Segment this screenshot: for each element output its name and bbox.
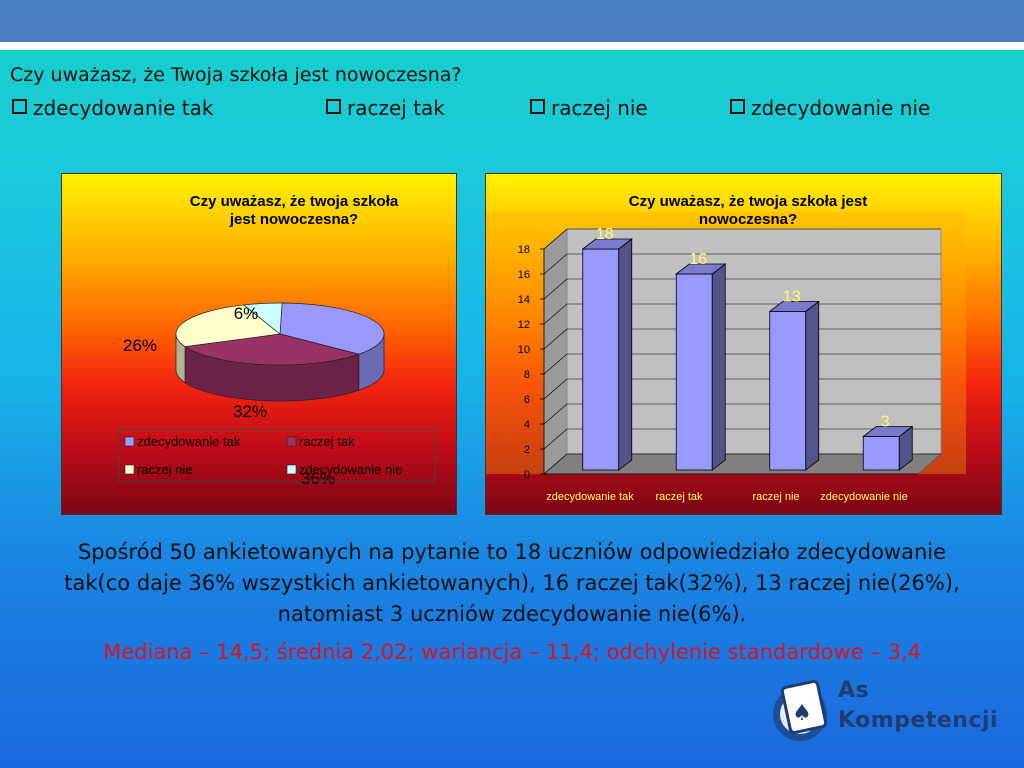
svg-text:♠: ♠ — [792, 701, 812, 726]
bar-category-label-3: zdecydowanie nie — [820, 491, 907, 503]
pie-label-2: 26% — [123, 336, 157, 355]
ace-card-icon: ♠ — [773, 680, 828, 741]
bar-ytick-label-12: 12 — [518, 319, 530, 331]
bar-top-1 — [675, 263, 727, 275]
pie-label-3: 6% — [234, 304, 259, 323]
bar-value-label-3: 3 — [881, 414, 890, 431]
bar-side-wall — [543, 228, 568, 475]
pie-slice-2 — [175, 304, 281, 348]
as-kompetencji-logo: ♠ As Kompetencji — [772, 676, 1002, 748]
pie-legend-swatch-2 — [124, 464, 135, 475]
pie-legend-swatch-1 — [286, 436, 297, 447]
bar-category-label-2: raczej nie — [752, 491, 799, 503]
bar-chart-title-line2: nowoczesna? — [699, 211, 797, 228]
bar-ytick-label-2: 2 — [524, 444, 530, 456]
bar-gridline-side-0 — [543, 453, 568, 475]
bar-ytick-label-16: 16 — [518, 269, 530, 281]
bar-value-label-1: 16 — [689, 251, 707, 268]
bar-chart: 0 2 4 6 8 10 12 14 16 18 zdecydowanie tak raczej ta… — [485, 173, 1002, 515]
checkbox-icon — [730, 99, 745, 114]
summary-line-3: natomiast 3 uczniów zdecydowanie nie(6%)… — [277, 602, 747, 626]
bar-gridline-side-4 — [543, 403, 568, 425]
statistics-summary: Mediana – 14,5; średnia 2,02; wariancja … — [103, 640, 921, 664]
logo-line-1: As — [838, 678, 870, 703]
bar-top-3 — [862, 426, 914, 437]
option-label: raczej tak — [347, 96, 445, 120]
summary-line-2: tak(co daje 36% wszystkich ankietowanych… — [64, 571, 960, 595]
logo-line-2: Kompetencji — [838, 708, 999, 733]
bar-chart-title-line1: Czy uważasz, że twoja szkoła jest — [629, 193, 867, 210]
bar-value-label-0: 18 — [596, 226, 614, 243]
bar-gridline-side-6 — [543, 378, 568, 400]
bar-top-0 — [581, 238, 633, 250]
pie-label-1: 32% — [233, 402, 267, 421]
bar-ytick-label-0: 0 — [524, 469, 530, 481]
banner-divider — [0, 42, 1024, 50]
checkbox-icon — [326, 99, 341, 114]
bar-ytick-label-14: 14 — [518, 294, 530, 306]
pie-chart-svg: Czy uważasz, że twoja szkoła jest nowocz… — [118, 193, 436, 488]
bar-1 — [675, 273, 713, 471]
bar-ytick-label-4: 4 — [524, 419, 530, 431]
option-raczej-nie: raczej nie — [530, 96, 648, 120]
pie-legend-label-0: zdecydowanie tak — [137, 434, 241, 449]
pie-chart-title-line2: jest nowoczesna? — [229, 211, 358, 228]
summary-line-1: Spośród 50 ankietowanych na pytanie to 1… — [77, 540, 947, 564]
option-label: zdecydowanie nie — [751, 96, 931, 120]
pie-legend-swatch-0 — [124, 436, 135, 447]
option-label: zdecydowanie tak — [33, 96, 214, 120]
bar-gridline-side-12 — [543, 303, 568, 325]
bar-gridline-side-2 — [543, 428, 568, 450]
bar-side-0 — [618, 238, 633, 471]
bar-0 — [582, 248, 620, 471]
checkbox-icon — [12, 99, 27, 114]
survey-question: Czy uważasz, że Twoja szkoła jest nowocz… — [10, 64, 462, 86]
bar-side-1 — [711, 263, 726, 471]
bar-side-2 — [805, 300, 820, 471]
checkbox-icon — [530, 99, 545, 114]
bar-ytick-label-10: 10 — [518, 344, 530, 356]
bar-category-label-0: zdecydowanie tak — [546, 491, 634, 503]
pie-legend-label-1: raczej tak — [299, 434, 355, 449]
pie-legend-swatch-3 — [286, 464, 297, 475]
bar-gridline-side-18 — [543, 228, 568, 250]
option-zdecydowanie-tak: zdecydowanie tak — [12, 96, 213, 120]
pie-legend-box — [118, 428, 436, 482]
bar-top-2 — [768, 301, 820, 312]
bar-ytick-label-18: 18 — [518, 244, 530, 256]
option-raczej-tak: raczej tak — [326, 96, 445, 120]
bar-gridline-side-8 — [543, 353, 568, 375]
pie-chart: Czy uważasz, że twoja szkoła jest nowocz… — [61, 173, 457, 515]
bar-3 — [862, 436, 900, 471]
pie-slice-1 — [184, 333, 361, 366]
option-label: raczej nie — [551, 96, 648, 120]
pie-slice-0 — [279, 302, 385, 355]
option-zdecydowanie-nie: zdecydowanie nie — [730, 96, 930, 120]
bar-gridline-side-16 — [543, 253, 568, 275]
bar-chart-svg: 0 2 4 6 8 10 12 14 16 18 zdecydowanie tak raczej ta… — [486, 193, 966, 503]
pie-label-0: 36% — [301, 469, 335, 488]
bar-value-label-2: 13 — [783, 289, 801, 306]
pie-legend-label-3: zdecydowanie nie — [299, 462, 402, 477]
bar-gridline-side-14 — [543, 278, 568, 300]
pie-legend-label-2: raczej nie — [137, 462, 193, 477]
bar-category-label-1: raczej tak — [655, 491, 703, 503]
bar-ytick-label-6: 6 — [524, 394, 530, 406]
pie-chart-title-line1: Czy uważasz, że twoja szkoła — [190, 193, 399, 210]
bar-ytick-label-8: 8 — [524, 369, 530, 381]
bar-2 — [769, 311, 807, 471]
pie-slice-3 — [242, 302, 283, 335]
top-banner — [0, 0, 1024, 42]
bar-gridline-side-10 — [543, 328, 568, 350]
